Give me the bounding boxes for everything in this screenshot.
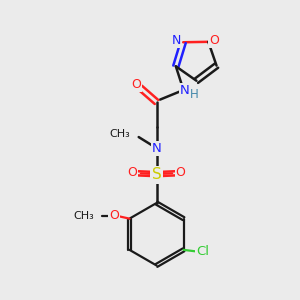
Text: N: N — [180, 84, 189, 97]
Text: Cl: Cl — [196, 245, 209, 258]
Text: CH₃: CH₃ — [109, 129, 130, 140]
Text: O: O — [209, 34, 219, 47]
Text: S: S — [152, 167, 161, 182]
Text: N: N — [172, 34, 181, 47]
Text: O: O — [128, 166, 137, 179]
Text: N: N — [152, 142, 161, 155]
Text: O: O — [109, 209, 119, 222]
Text: H: H — [190, 88, 199, 101]
Text: O: O — [131, 78, 141, 91]
Text: O: O — [176, 166, 185, 179]
Text: CH₃: CH₃ — [73, 211, 94, 221]
